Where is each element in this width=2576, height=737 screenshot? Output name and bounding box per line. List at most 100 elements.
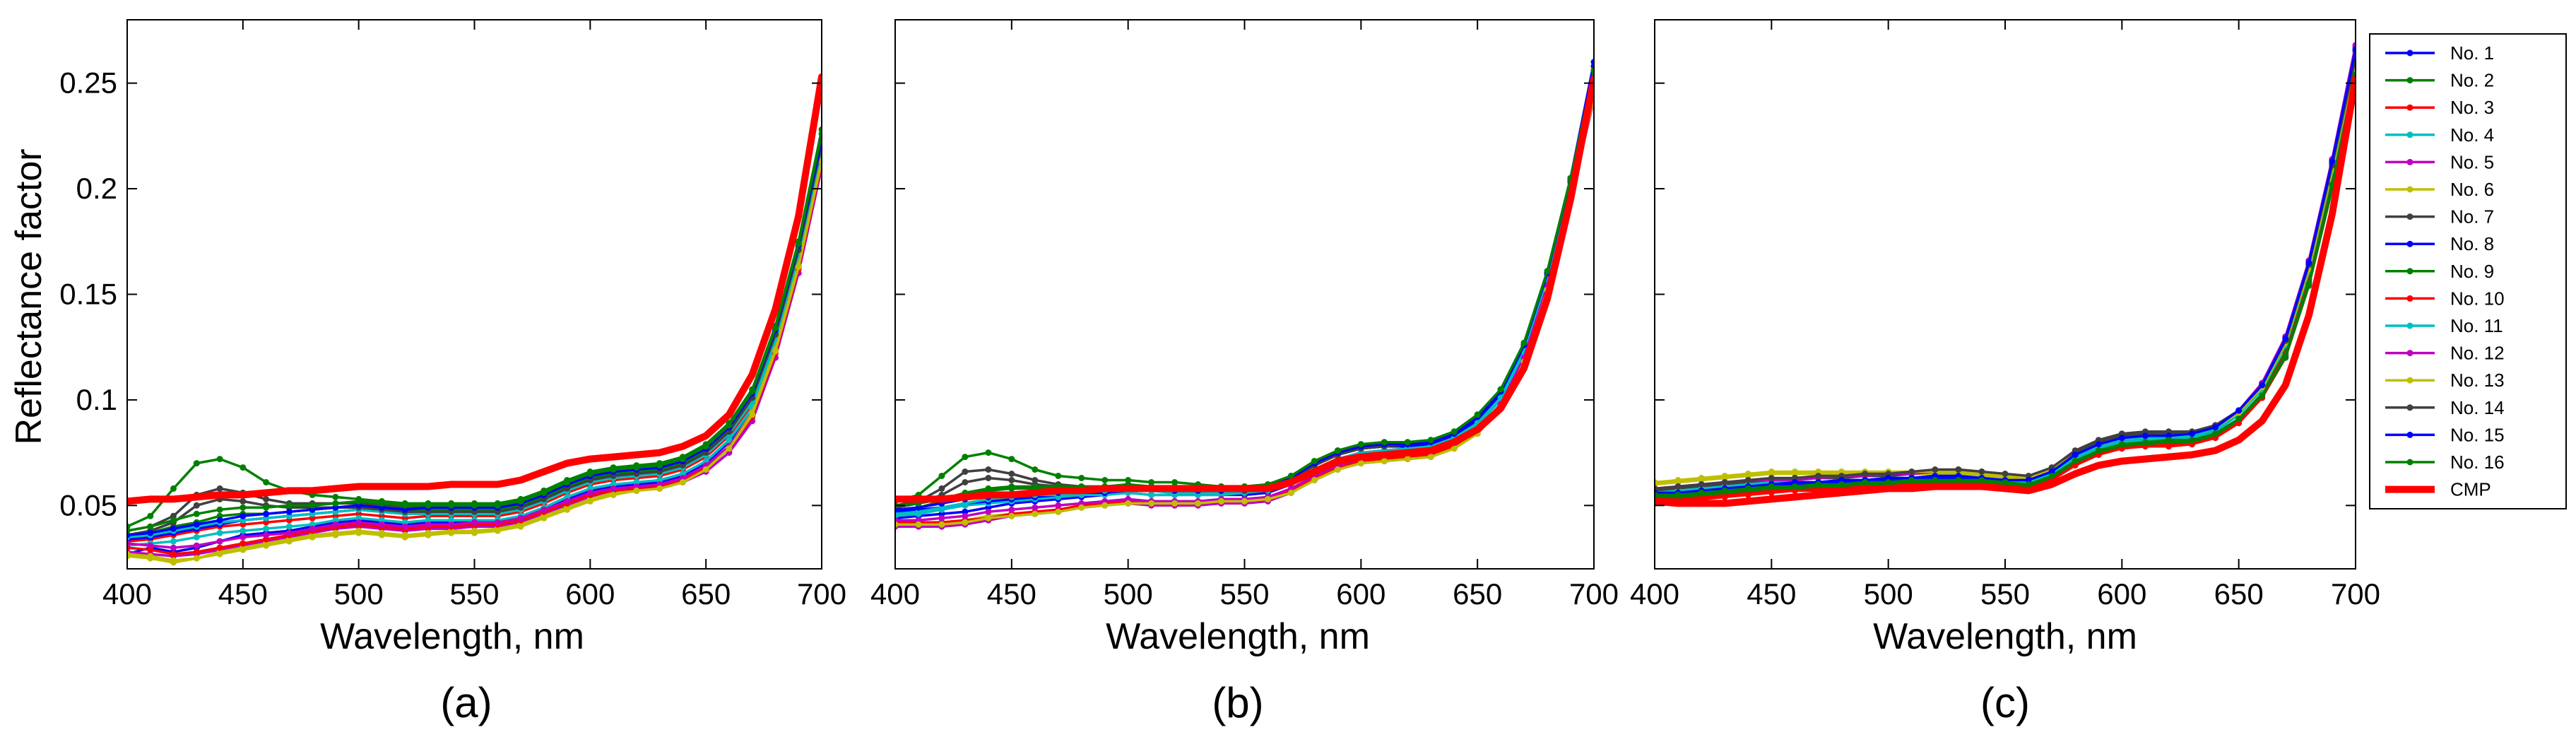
x-tick-label: 500 bbox=[1104, 577, 1153, 611]
x-tick-label: 600 bbox=[1336, 577, 1386, 611]
data-point bbox=[2002, 471, 2009, 477]
data-point bbox=[1768, 468, 1775, 475]
y-tick-label: 0.05 bbox=[59, 488, 117, 521]
data-point bbox=[1311, 458, 1318, 465]
data-point bbox=[610, 491, 617, 498]
data-point bbox=[127, 550, 131, 558]
caption-a: (a) bbox=[440, 679, 492, 726]
data-point bbox=[448, 521, 455, 528]
data-point bbox=[240, 533, 247, 541]
data-point bbox=[1148, 500, 1155, 507]
data-point bbox=[1008, 512, 1015, 519]
data-point bbox=[1474, 411, 1481, 418]
data-point bbox=[1674, 491, 1682, 498]
data-point bbox=[425, 502, 432, 509]
data-point bbox=[962, 512, 969, 519]
legend-marker bbox=[2406, 431, 2413, 438]
data-point bbox=[2189, 437, 2195, 444]
data-point bbox=[193, 502, 200, 509]
data-point bbox=[170, 517, 177, 524]
data-point bbox=[2141, 439, 2149, 446]
data-point bbox=[1674, 483, 1682, 490]
data-point bbox=[962, 479, 969, 485]
data-point bbox=[938, 514, 945, 521]
x-tick-label: 650 bbox=[1453, 577, 1502, 611]
data-point bbox=[494, 519, 501, 526]
data-point bbox=[193, 555, 200, 562]
data-point bbox=[401, 533, 408, 541]
data-point bbox=[985, 466, 992, 473]
data-point bbox=[263, 542, 270, 549]
legend-label-no-7: No. 7 bbox=[2450, 206, 2494, 228]
data-point bbox=[1427, 454, 1434, 461]
data-point bbox=[2025, 481, 2032, 488]
data-point bbox=[610, 485, 617, 492]
x-tick-label: 700 bbox=[797, 577, 846, 611]
data-point bbox=[1862, 479, 1869, 485]
data-point bbox=[749, 388, 756, 395]
data-point bbox=[240, 546, 247, 553]
data-point bbox=[425, 521, 432, 528]
data-point bbox=[2259, 382, 2266, 389]
data-point bbox=[1932, 477, 1939, 483]
legend-label-no-10: No. 10 bbox=[2450, 288, 2505, 309]
data-point bbox=[378, 521, 385, 528]
data-point bbox=[1744, 491, 1751, 498]
series-line-cmp-b bbox=[895, 75, 1594, 503]
data-point bbox=[1357, 460, 1364, 467]
data-point bbox=[702, 466, 709, 473]
data-point bbox=[1311, 477, 1318, 483]
data-point bbox=[332, 531, 339, 538]
data-point bbox=[795, 240, 802, 247]
data-point bbox=[1265, 495, 1271, 502]
data-point bbox=[263, 495, 270, 502]
data-point bbox=[938, 485, 945, 492]
data-point bbox=[1932, 466, 1939, 473]
data-point bbox=[962, 454, 969, 461]
data-point bbox=[216, 506, 223, 513]
legend-marker bbox=[2406, 322, 2413, 329]
y-tick-label: 0.15 bbox=[59, 278, 117, 311]
data-point bbox=[1978, 468, 1985, 475]
data-point bbox=[1838, 481, 1845, 488]
data-point bbox=[1381, 458, 1388, 465]
data-point bbox=[263, 510, 270, 517]
legend-marker bbox=[2406, 377, 2413, 384]
legend-marker bbox=[2406, 404, 2413, 411]
data-point bbox=[170, 557, 177, 564]
legend-label-no-1: No. 1 bbox=[2450, 42, 2494, 64]
data-point bbox=[216, 517, 223, 524]
legend-label-no-8: No. 8 bbox=[2450, 233, 2494, 254]
y-axis-label: Reflectance factor bbox=[8, 148, 49, 444]
data-point bbox=[471, 519, 478, 526]
data-point bbox=[564, 497, 571, 505]
data-point bbox=[895, 521, 899, 528]
data-point bbox=[586, 471, 593, 477]
data-point bbox=[1451, 445, 1458, 452]
data-point bbox=[1055, 508, 1062, 515]
data-point bbox=[2189, 430, 2195, 437]
data-point bbox=[170, 525, 177, 532]
data-point bbox=[1357, 441, 1364, 448]
data-point bbox=[401, 523, 408, 530]
data-point bbox=[2235, 415, 2243, 423]
data-point bbox=[240, 464, 247, 471]
data-point bbox=[285, 538, 293, 545]
data-point bbox=[517, 514, 524, 521]
data-point bbox=[332, 521, 339, 528]
data-point bbox=[656, 462, 663, 469]
legend-label-cmp: CMP bbox=[2450, 479, 2491, 500]
legend-label-no-16: No. 16 bbox=[2450, 452, 2505, 473]
data-point bbox=[2166, 443, 2172, 450]
data-point bbox=[448, 502, 455, 509]
data-point bbox=[2002, 479, 2009, 485]
data-point bbox=[147, 523, 154, 530]
data-point bbox=[1125, 500, 1132, 507]
data-point bbox=[240, 527, 247, 534]
data-point bbox=[170, 544, 177, 551]
x-tick-label: 450 bbox=[218, 577, 268, 611]
legend-marker bbox=[2406, 104, 2413, 111]
data-point bbox=[772, 324, 779, 331]
x-tick-label: 700 bbox=[2331, 577, 2380, 611]
data-point bbox=[1008, 477, 1015, 483]
